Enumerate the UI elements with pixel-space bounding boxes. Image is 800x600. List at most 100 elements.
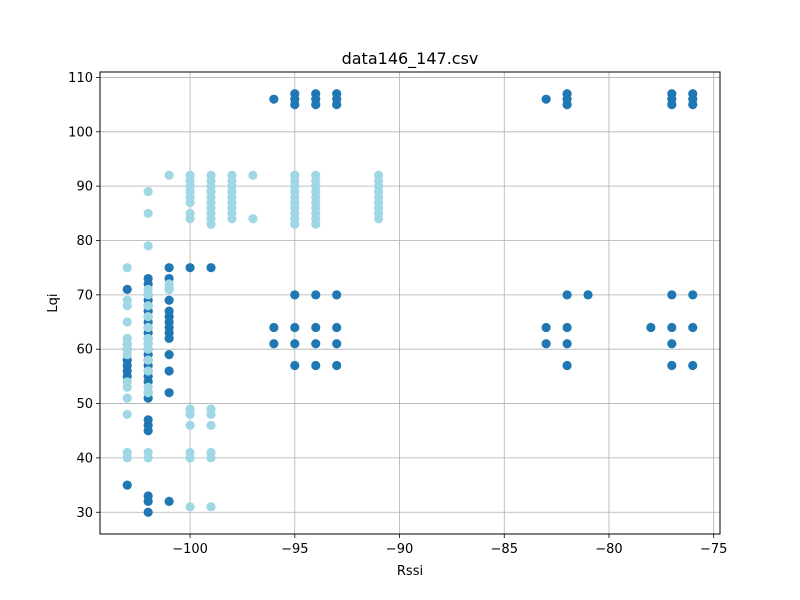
data-point-series-2 (185, 447, 195, 458)
data-point-series-2 (122, 447, 132, 458)
data-point-series-1 (667, 290, 677, 300)
y-tick-label: 70 (76, 288, 93, 303)
data-point-series-2 (143, 311, 153, 322)
data-point-series-1 (269, 339, 279, 349)
data-point-series-1 (688, 322, 698, 333)
data-point-series-2 (122, 409, 132, 420)
data-point-series-2 (143, 333, 153, 343)
x-tick-label: −90 (386, 542, 413, 557)
data-point-series-1 (122, 284, 132, 295)
y-tick-label: 50 (76, 397, 93, 412)
data-point-series-1 (290, 360, 300, 371)
data-point-series-1 (562, 339, 572, 349)
data-point-series-2 (143, 355, 153, 365)
plot-area (100, 72, 720, 534)
data-point-series-2 (206, 170, 216, 180)
data-point-series-1 (667, 339, 677, 349)
data-point-series-1 (164, 350, 174, 360)
data-point-series-1 (290, 89, 300, 99)
data-point-series-2 (206, 502, 216, 512)
y-axis-label: Lqi (46, 293, 61, 312)
data-point-series-2 (122, 377, 132, 387)
data-point-series-1 (164, 366, 174, 376)
data-point-series-1 (541, 322, 551, 333)
data-point-series-1 (164, 496, 174, 506)
data-point-series-2 (143, 447, 153, 458)
data-point-series-2 (122, 295, 132, 305)
data-points (122, 89, 698, 517)
data-point-series-2 (143, 241, 153, 251)
data-point-series-1 (562, 290, 572, 300)
data-point-series-2 (143, 382, 153, 392)
data-point-series-2 (185, 404, 195, 414)
grid-lines (100, 72, 720, 534)
data-point-series-2 (248, 170, 258, 180)
data-point-series-2 (143, 186, 153, 197)
data-point-series-1 (311, 290, 321, 300)
data-point-series-1 (122, 480, 132, 490)
y-tick-label: 40 (76, 451, 93, 466)
data-point-series-1 (332, 322, 342, 333)
data-point-series-2 (143, 284, 153, 295)
data-point-series-1 (541, 94, 551, 104)
data-point-series-2 (227, 170, 237, 180)
data-point-series-1 (164, 295, 174, 305)
data-point-series-1 (143, 273, 153, 284)
x-tick-label: −80 (595, 542, 622, 557)
data-point-series-1 (185, 263, 195, 273)
data-point-series-2 (185, 420, 195, 430)
data-point-series-1 (688, 290, 698, 300)
data-point-series-2 (185, 170, 195, 180)
data-point-series-2 (122, 317, 132, 327)
data-point-series-1 (164, 263, 174, 273)
data-point-series-1 (143, 415, 153, 425)
data-point-series-2 (143, 322, 153, 333)
y-axis: 30 40 50 60 70 80 90 100 110 (68, 71, 100, 521)
data-point-series-2 (311, 170, 321, 180)
data-point-series-1 (143, 491, 153, 501)
data-point-series-2 (290, 170, 300, 180)
data-point-series-1 (332, 89, 342, 99)
data-point-series-1 (332, 360, 342, 371)
data-point-series-2 (143, 366, 153, 376)
data-point-series-1 (290, 290, 300, 300)
data-point-series-2 (185, 208, 195, 218)
data-point-series-1 (206, 263, 216, 273)
data-point-series-1 (583, 290, 593, 300)
y-tick-label: 90 (76, 180, 93, 195)
data-point-series-1 (290, 339, 300, 349)
data-point-series-2 (122, 263, 132, 273)
x-axis-label: Rssi (397, 564, 423, 579)
data-point-series-1 (311, 360, 321, 371)
data-point-series-2 (164, 279, 174, 289)
y-tick-label: 100 (68, 125, 93, 140)
x-tick-label: −85 (491, 542, 518, 557)
data-point-series-2 (206, 447, 216, 458)
x-tick-label: −95 (281, 542, 308, 557)
data-point-series-2 (122, 393, 132, 403)
data-point-series-1 (562, 360, 572, 371)
data-point-series-1 (143, 507, 153, 517)
data-point-series-2 (143, 208, 153, 218)
data-point-series-2 (248, 214, 258, 224)
data-point-series-1 (332, 290, 342, 300)
data-point-series-2 (185, 502, 195, 512)
data-point-series-1 (164, 306, 174, 316)
y-tick-label: 80 (76, 234, 93, 249)
data-point-series-1 (541, 339, 551, 349)
data-point-series-1 (290, 322, 300, 333)
y-tick-label: 30 (76, 506, 93, 521)
data-point-series-1 (311, 322, 321, 333)
data-point-series-1 (688, 89, 698, 99)
x-tick-label: −75 (700, 542, 727, 557)
data-point-series-1 (311, 89, 321, 99)
x-axis: −100 −95 −90 −85 −80 −75 (172, 534, 727, 557)
data-point-series-1 (269, 322, 279, 333)
data-point-series-1 (688, 360, 698, 371)
data-point-series-1 (269, 94, 279, 104)
data-point-series-1 (562, 322, 572, 333)
data-point-series-1 (667, 360, 677, 371)
y-tick-label: 110 (68, 71, 93, 86)
data-point-series-1 (164, 388, 174, 398)
